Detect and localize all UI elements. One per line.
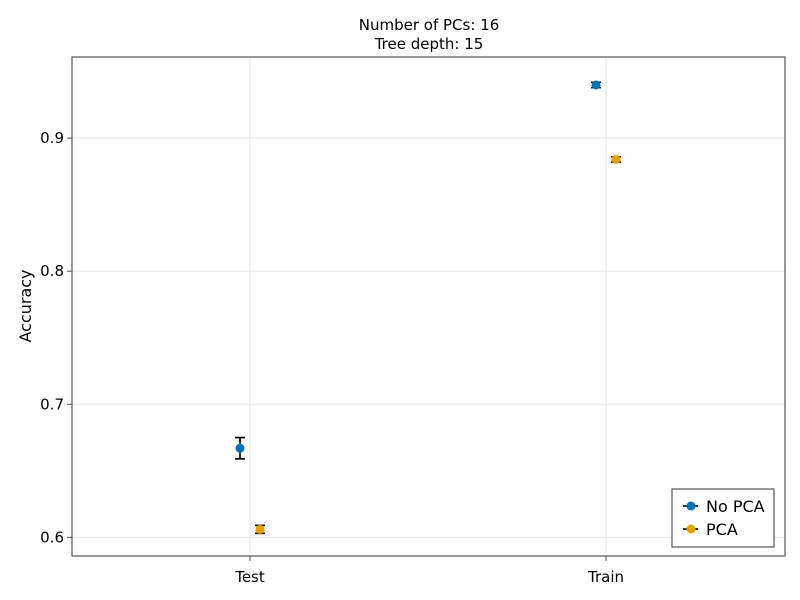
- legend-marker-no-pca: [686, 501, 696, 511]
- legend-marker-pca: [686, 524, 696, 534]
- y-tick-label: 0.6: [40, 528, 64, 546]
- point-pca: [611, 154, 621, 164]
- plot-frame: [71, 56, 786, 557]
- x-tick-label: Train: [587, 568, 624, 586]
- y-axis-ticks: 0.6 0.7 0.8 0.9: [40, 129, 72, 546]
- data-points: [235, 80, 621, 535]
- chart-title: Number of PCs: 16: [359, 16, 500, 34]
- legend-label-no-pca: No PCA: [706, 497, 765, 516]
- point-no-pca: [235, 443, 245, 453]
- chart-subtitle: Tree depth: 15: [374, 35, 484, 53]
- y-tick-label: 0.7: [40, 395, 64, 413]
- legend-box: [671, 488, 775, 548]
- legend: No PCA PCA: [671, 488, 775, 548]
- plot-area: [72, 57, 785, 556]
- y-tick-label: 0.8: [40, 262, 64, 280]
- point-pca: [255, 524, 265, 534]
- y-tick-label: 0.9: [40, 129, 64, 147]
- x-axis-ticks: Test Train: [234, 556, 624, 586]
- gridlines: [72, 57, 785, 556]
- legend-label-pca: PCA: [706, 520, 738, 539]
- x-tick-label: Test: [234, 568, 265, 586]
- y-axis-label: Accuracy: [16, 269, 35, 342]
- point-no-pca: [591, 80, 601, 90]
